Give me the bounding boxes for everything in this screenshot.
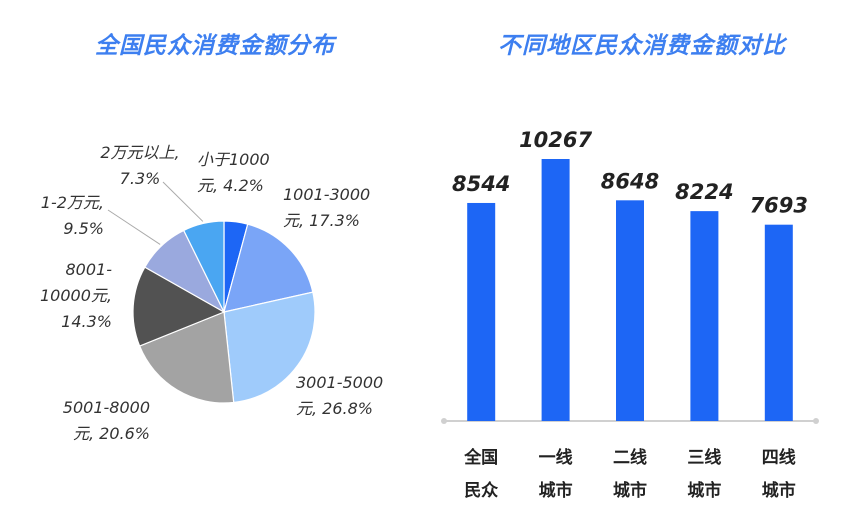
bar [467, 202, 496, 421]
x-tick-label: 二线城市 [613, 447, 647, 501]
pie-slice-label: 3001-5000 元, 26.8% [296, 373, 383, 418]
pie-chart-title: 全国民众消费金额分布 [95, 33, 335, 59]
axis-end-dot [441, 418, 447, 424]
bar-chart-panel: 不同地区民众消费金额对比 8544 全国民众 10267 一线城市 8648 二线城市 82… [430, 0, 854, 524]
pie-leader-line [107, 209, 161, 245]
x-tick-label: 全国民众 [463, 447, 499, 501]
bar-value-label: 10267 [519, 128, 592, 152]
pie-slice-label: 2万元以上, 7.3% [100, 143, 179, 188]
bar-chart-title: 不同地区民众消费金额对比 [498, 33, 786, 59]
bar-value-label: 7693 [750, 194, 808, 218]
x-tick-label: 四线城市 [762, 447, 796, 501]
pie-slice-label: 5001-8000 元, 20.6% [63, 398, 150, 443]
bar-value-label: 8544 [452, 172, 510, 196]
bar [616, 200, 644, 421]
pie-slice [182, 220, 225, 313]
pie-slice [223, 223, 314, 313]
pie-chart-panel: 全国民众消费金额分布 小于1000 元, 4.2% 1001-3000 元, 17.3… [40, 33, 383, 443]
bar [541, 159, 570, 421]
pie-slice-label: 小于1000 元, 4.2% [197, 150, 270, 195]
x-tick-label: 一线城市 [539, 447, 573, 501]
pie-slice [223, 291, 316, 404]
bar-chart: 8544 全国民众 10267 一线城市 8648 二线城市 8224 三线城市 7693 四线城… [441, 128, 819, 501]
pie-slice-label: 1-2万元, 9.5% [41, 193, 104, 238]
bar-value-label: 8224 [675, 180, 733, 204]
bar [690, 211, 719, 421]
axis-end-dot [813, 418, 819, 424]
pie-slice [138, 311, 235, 404]
x-tick-label: 三线城市 [687, 447, 721, 501]
pie-slice-label: 8001-10000元, 14.3% [40, 260, 112, 331]
pie-slice [132, 266, 226, 347]
pie-leader-line [162, 181, 204, 222]
pie-chart: 小于1000 元, 4.2% 1001-3000 元, 17.3% 3001-5000 元… [40, 143, 383, 443]
bar-value-label: 8648 [601, 169, 659, 193]
bar [764, 224, 793, 421]
pie-slice-label: 1001-3000 元, 17.3% [283, 185, 370, 230]
